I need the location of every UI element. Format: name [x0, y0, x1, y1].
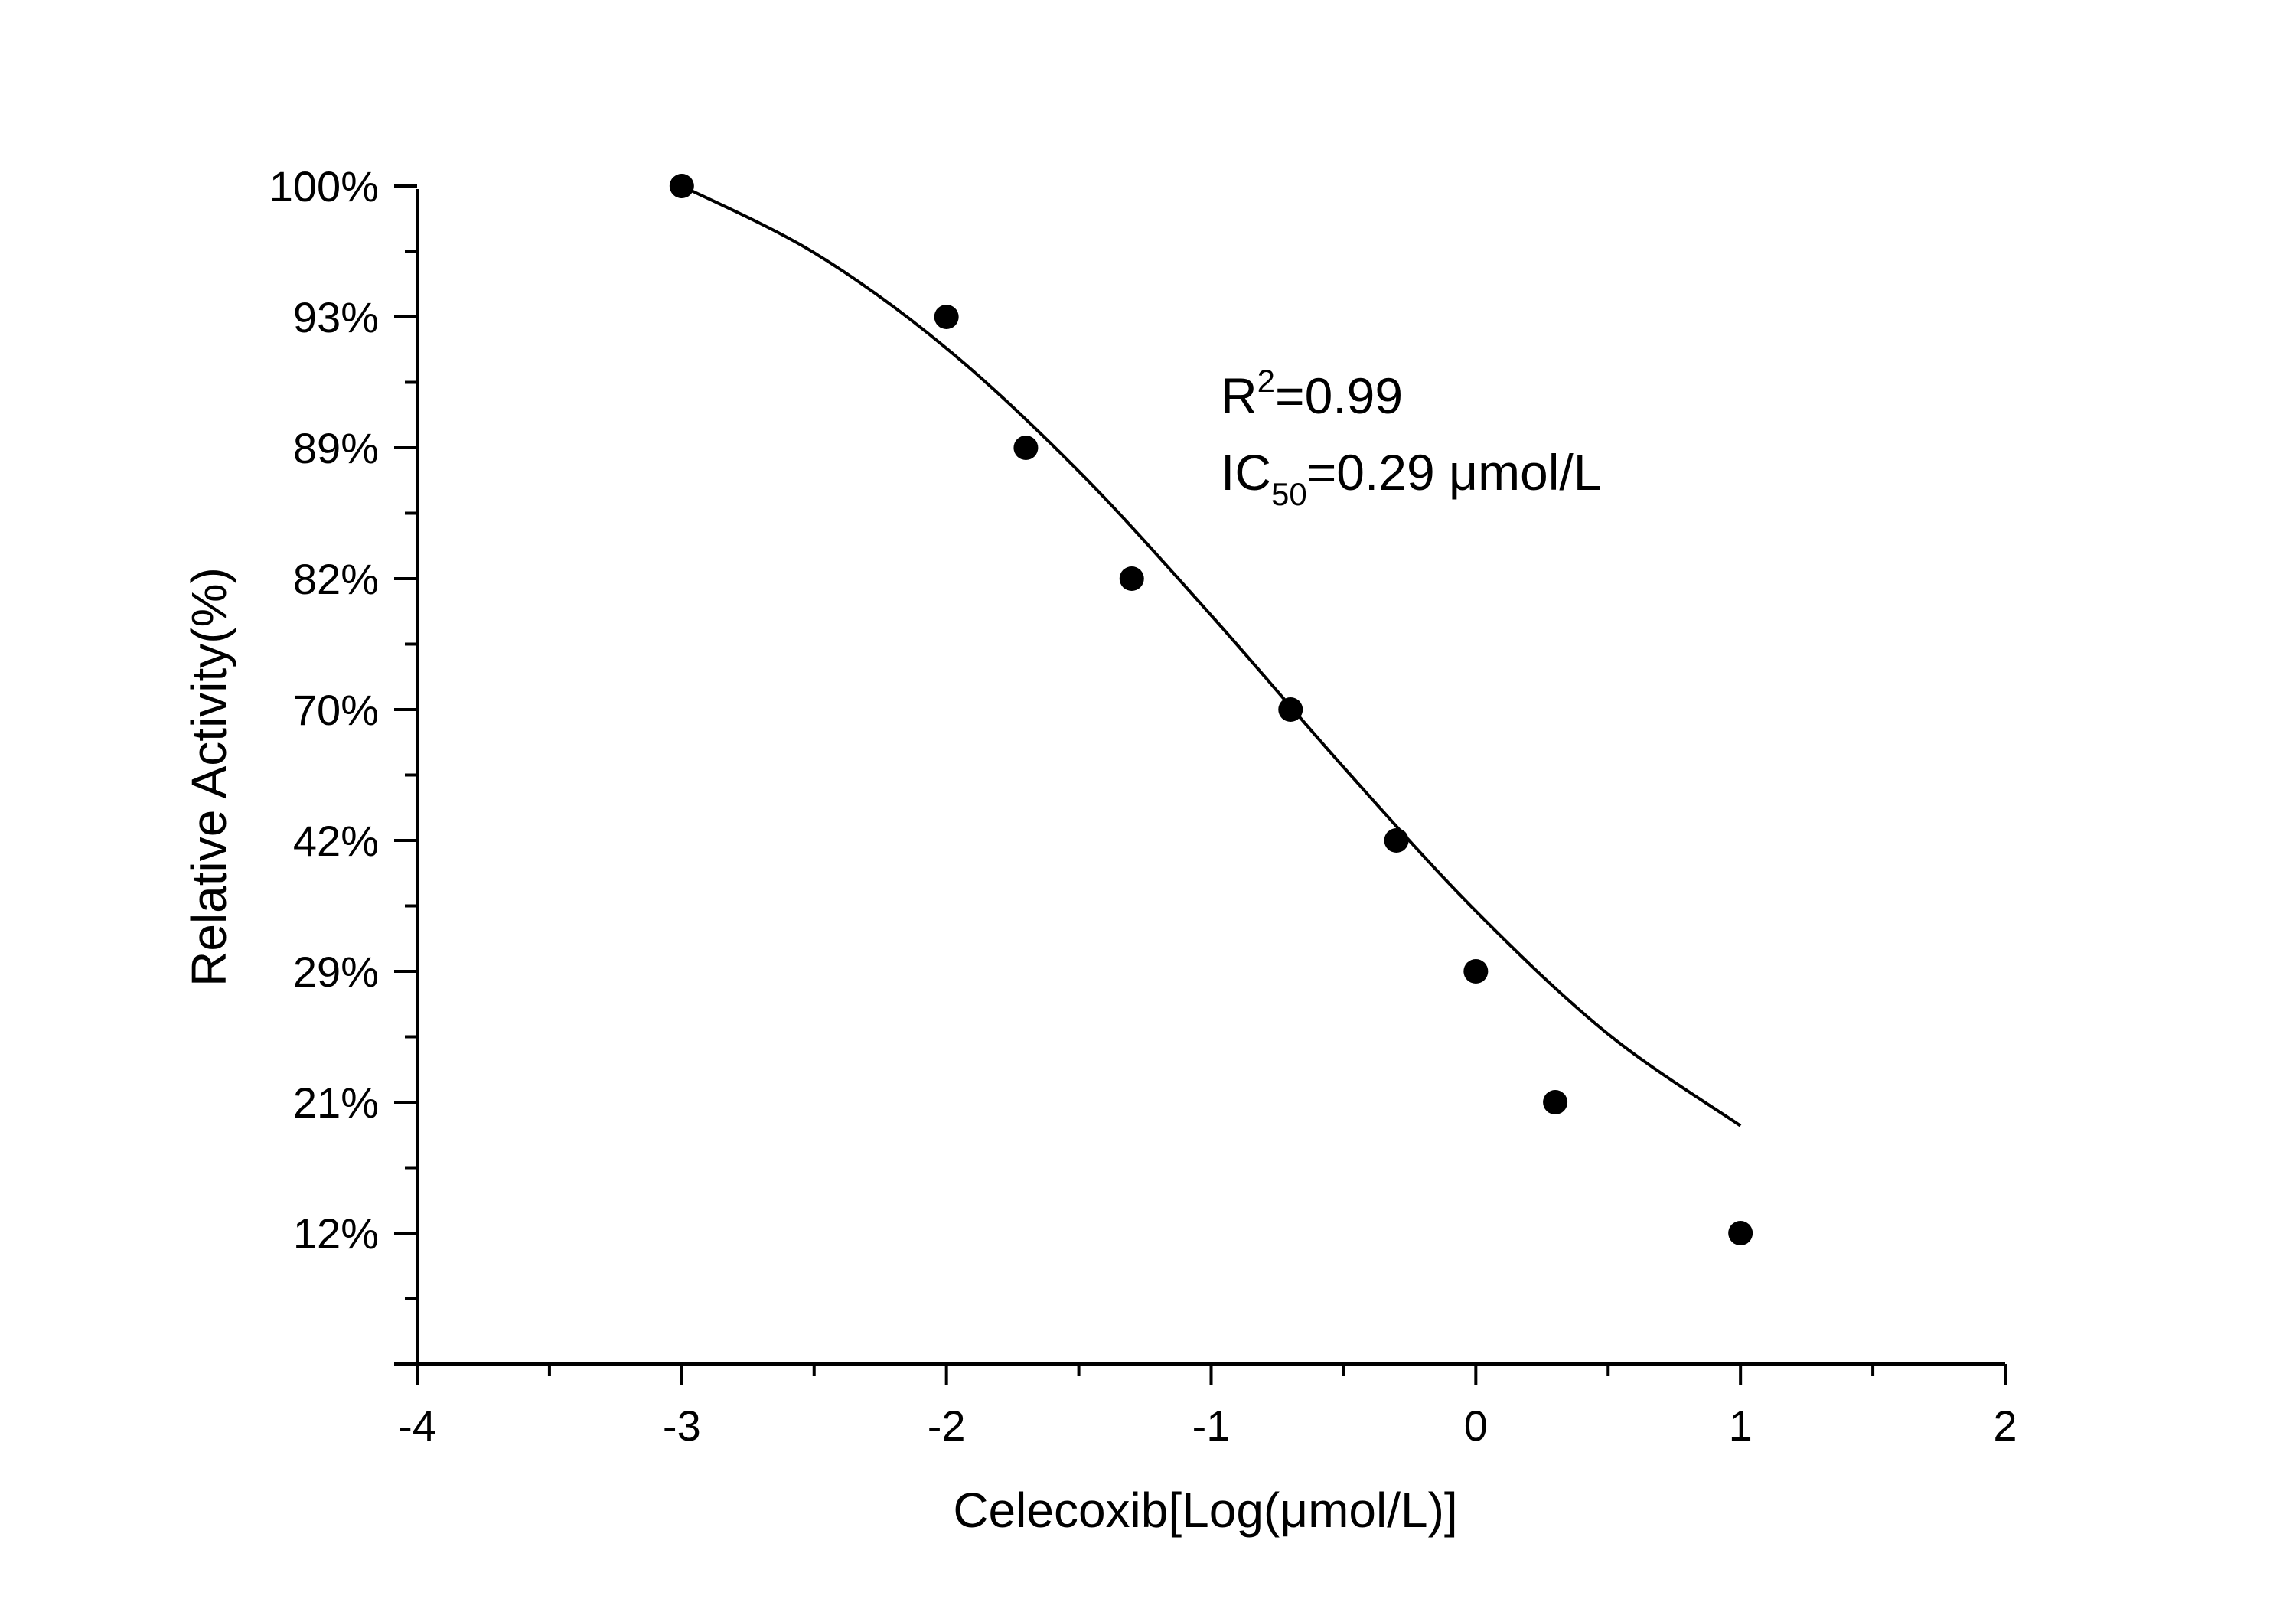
y-tick-label: 70%: [293, 686, 379, 734]
data-point: [1463, 959, 1489, 984]
y-tick-label: 42%: [293, 817, 379, 865]
r-squared-annotation: R2=0.99: [1221, 363, 1403, 424]
y-tick-label: 12%: [293, 1209, 379, 1258]
x-tick-label: 1: [1729, 1402, 1753, 1450]
data-point: [1543, 1090, 1568, 1114]
x-tick-label: -2: [928, 1402, 966, 1450]
y-tick-label: 29%: [293, 948, 379, 996]
x-tick-label: 0: [1464, 1402, 1488, 1450]
data-points: [669, 174, 1753, 1245]
y-tick-label: 82%: [293, 555, 379, 603]
x-axis-title: Celecoxib[Log(μmol/L)]: [953, 1483, 1457, 1538]
fit-curve: [680, 184, 1742, 1127]
data-point: [1728, 1221, 1753, 1245]
data-point: [1119, 566, 1144, 591]
r-squared-superscript: 2: [1257, 363, 1275, 399]
ic50-base: IC: [1221, 444, 1271, 501]
y-tick-label: 21%: [293, 1078, 379, 1127]
x-tick-label: -4: [398, 1402, 436, 1450]
axes: [394, 189, 2005, 1366]
x-tick-label: -1: [1192, 1402, 1231, 1450]
y-tick-label: 89%: [293, 424, 379, 472]
ic50-annotation: IC50=0.29 μmol/L: [1221, 444, 1601, 512]
x-tick-label: -3: [663, 1402, 701, 1450]
data-point: [934, 305, 959, 329]
y-tick-label: 100%: [269, 162, 379, 210]
data-point: [1384, 828, 1409, 853]
y-tick-label: 93%: [293, 293, 379, 341]
x-tick-labels: -4 -3 -2 -1 0 1 2: [398, 1402, 2017, 1450]
ic50-subscript: 50: [1271, 476, 1307, 512]
x-tick-label: 2: [1993, 1402, 2017, 1450]
ic50-value: =0.29 μmol/L: [1307, 444, 1602, 501]
axis-ticks: [394, 184, 2007, 1385]
y-axis-title: Relative Activity(%): [181, 567, 236, 987]
data-point: [669, 174, 694, 198]
data-point: [1278, 697, 1303, 722]
r-squared-base: R: [1221, 367, 1257, 424]
r-squared-value: =0.99: [1275, 367, 1403, 424]
y-tick-labels: 12% 21% 29% 42% 70% 82% 89% 93% 100%: [269, 162, 379, 1258]
data-point: [1013, 436, 1039, 460]
